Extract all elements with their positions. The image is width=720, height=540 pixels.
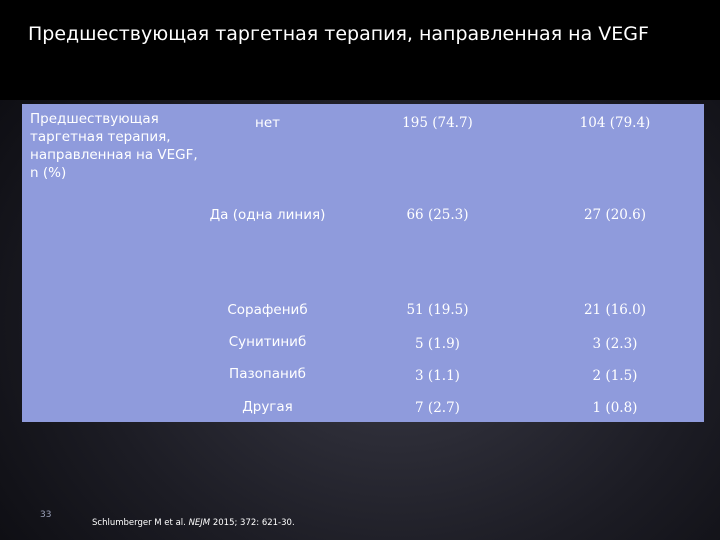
- table-cell-value: 104 (79.4): [579, 115, 651, 131]
- table-cell-value: 5 (1.9): [415, 336, 460, 352]
- table-cell-value: 1 (0.8): [592, 400, 638, 416]
- page-number: 33: [40, 510, 52, 520]
- table-cell-value: 27 (20.6): [583, 207, 647, 223]
- footnote-details: 2015; 372: 621-30.: [212, 518, 295, 528]
- table-row-header: Предшествующая таргетная терапия, направ…: [30, 111, 198, 181]
- table-row-label: Пазопаниб: [229, 366, 306, 382]
- table-cell-value: 3 (1.1): [415, 368, 460, 384]
- table-cell-value: 21 (16.0): [583, 302, 647, 318]
- table-cell-value: 3 (2.3): [592, 336, 638, 352]
- data-table: [22, 104, 704, 422]
- footnote-authors: Schlumberger M et al.: [92, 518, 186, 528]
- table-row-label: Да (одна линия): [209, 207, 326, 223]
- table-cell-value: 2 (1.5): [592, 368, 638, 384]
- table-row-label: Сунитиниб: [228, 334, 307, 350]
- table-cell-value: 195 (74.7): [402, 115, 473, 131]
- table-cell-value: 66 (25.3): [406, 207, 469, 223]
- table-row-label: Сорафениб: [227, 302, 308, 318]
- footnote-citation: Schlumberger M et al. NEJM 2015; 372: 62…: [92, 518, 295, 528]
- table-row-label: нет: [255, 115, 280, 131]
- title-band: [0, 0, 720, 100]
- table-row-label: Другая: [242, 399, 293, 415]
- slide-title: Предшествующая таргетная терапия, направ…: [28, 23, 649, 45]
- footnote-journal: NEJM: [188, 518, 211, 528]
- table-cell-value: 7 (2.7): [415, 400, 460, 416]
- table-cell-value: 51 (19.5): [406, 302, 469, 318]
